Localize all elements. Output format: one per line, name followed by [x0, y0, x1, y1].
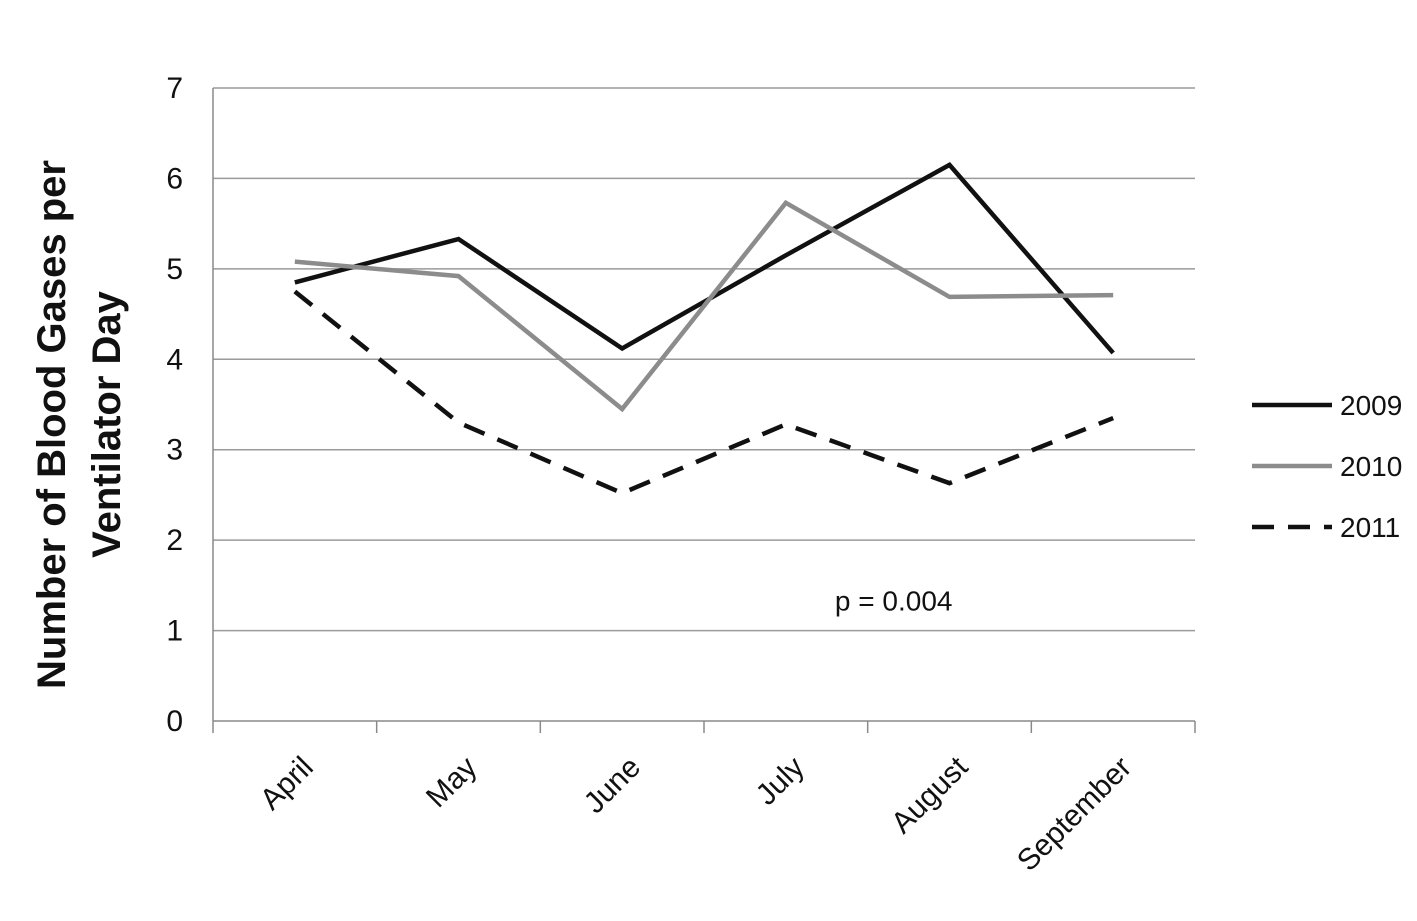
- y-tick-label-4: 4: [166, 343, 183, 376]
- axes: [212, 88, 1196, 733]
- y-axis-label: Number of Blood Gases per Ventilator Day: [30, 160, 129, 689]
- y-axis-label-line-1: Number of Blood Gases per: [30, 160, 74, 689]
- x-tick-label-may: May: [420, 751, 483, 814]
- x-tick-label-august: August: [885, 750, 975, 840]
- y-tick-label-1: 1: [166, 615, 183, 648]
- y-tick-label-0: 0: [166, 705, 183, 738]
- x-axis-ticks: April May June July August September: [254, 750, 1138, 878]
- gridlines: [213, 87, 1195, 632]
- x-tick-label-april: April: [254, 751, 320, 817]
- y-tick-label-2: 2: [166, 524, 183, 557]
- x-tick-label-july: July: [750, 751, 811, 812]
- annotations: p = 0.004: [835, 586, 953, 617]
- annotation-p-value: p = 0.004: [835, 586, 953, 617]
- series-lines: [293, 162, 1115, 496]
- y-tick-label-3: 3: [166, 434, 183, 467]
- y-tick-label-6: 6: [166, 162, 183, 195]
- series-line-2009: [294, 162, 1115, 355]
- y-axis-ticks: 0 1 2 3 4 5 6 7: [166, 72, 183, 738]
- x-tick-label-june: June: [578, 751, 647, 820]
- legend: 2009 2010 2011: [1252, 390, 1402, 543]
- y-tick-label-5: 5: [166, 253, 183, 286]
- y-tick-label-7: 7: [166, 72, 183, 105]
- legend-label-2011: 2011: [1340, 512, 1400, 543]
- legend-label-2010: 2010: [1340, 451, 1402, 482]
- series-line-2010: [294, 199, 1114, 413]
- y-axis-label-line-2: Ventilator Day: [85, 290, 129, 558]
- legend-label-2009: 2009: [1340, 390, 1402, 421]
- series-line-2011: [293, 289, 1114, 496]
- x-tick-label-september: September: [1011, 751, 1138, 878]
